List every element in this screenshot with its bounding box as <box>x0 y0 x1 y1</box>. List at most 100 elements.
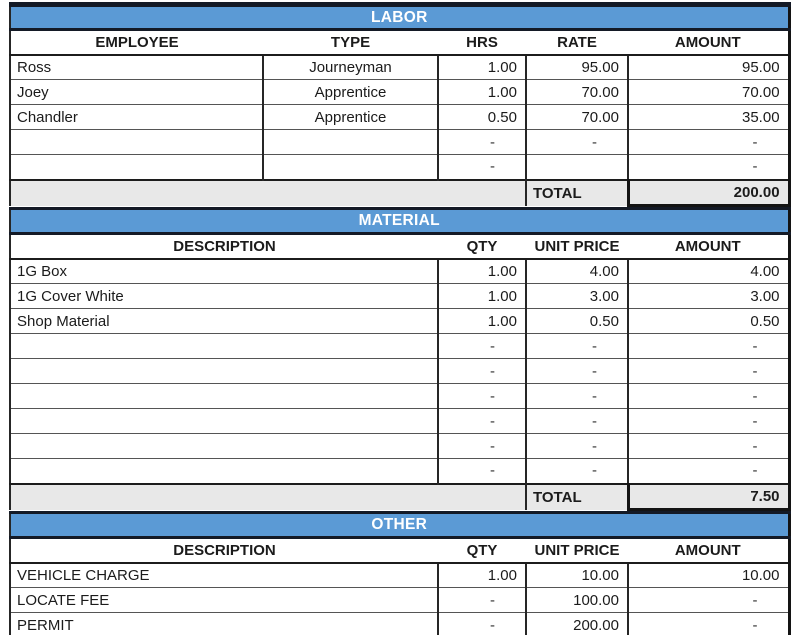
cell-rate: 95.00 <box>525 54 628 80</box>
cell-hrs: 1.00 <box>437 79 526 105</box>
cell-employee: Chandler <box>10 104 263 130</box>
column-header-amount: AMOUNT <box>628 537 789 564</box>
cell-employee: Ross <box>10 54 263 80</box>
cell-amount: 0.50 <box>626 308 790 334</box>
cell-description <box>10 383 438 409</box>
material-row: --- <box>10 333 790 359</box>
labor-total-row: TOTAL 200.00 <box>10 178 791 207</box>
column-header-hrs: HRS <box>438 29 526 56</box>
other-table: OTHER DESCRIPTION QTY UNIT PRICE AMOUNT VEHIC… <box>9 511 791 635</box>
cell-unit-price: - <box>525 333 628 359</box>
cell-qty: - <box>437 587 526 613</box>
material-total-label: TOTAL <box>525 482 628 510</box>
cell-unit-price: 0.50 <box>525 308 628 334</box>
cell-qty: - <box>437 383 526 409</box>
cell-amount: - <box>626 383 790 409</box>
column-header-qty: QTY <box>438 537 526 564</box>
total-spacer <box>10 482 526 510</box>
other-row: LOCATE FEE -100.00- <box>10 587 789 613</box>
cell-description: PERMIT <box>10 612 438 635</box>
material-row: 1G Box 1.00 4.00 4.00 <box>10 258 790 284</box>
estimate-sheet: LABOR EMPLOYEE TYPE HRS RATE AMOUNT Ross Journe… <box>9 2 791 635</box>
cell-amount: - <box>626 333 790 359</box>
cell-amount: - <box>626 433 790 459</box>
column-header-amount: AMOUNT <box>628 29 790 56</box>
cell-amount: - <box>626 408 790 434</box>
cell-unit-price: 100.00 <box>525 587 628 613</box>
cell-qty: - <box>437 408 526 434</box>
other-row: PERMIT -200.00- <box>10 612 789 635</box>
cell-description <box>10 333 438 359</box>
cell-qty: - <box>437 358 526 384</box>
cell-unit-price: 3.00 <box>525 283 628 309</box>
cell-amount: 3.00 <box>626 283 790 309</box>
cell-employee <box>10 154 263 180</box>
cell-amount: 10.00 <box>627 562 789 588</box>
labor-header-row: EMPLOYEE TYPE HRS RATE AMOUNT <box>10 29 790 56</box>
cell-qty: - <box>437 612 526 635</box>
cell-unit-price: - <box>525 458 628 484</box>
cell-qty: 1.00 <box>437 308 526 334</box>
cell-unit-price: - <box>525 383 628 409</box>
cell-description: 1G Cover White <box>10 283 438 309</box>
labor-total-amount: 200.00 <box>626 178 791 207</box>
cell-unit-price: 10.00 <box>525 562 628 588</box>
labor-row: Chandler Apprentice 0.50 70.00 35.00 <box>10 104 790 130</box>
labor-row: -- <box>10 154 790 180</box>
material-row: 1G Cover White 1.00 3.00 3.00 <box>10 283 790 309</box>
cell-qty: 1.00 <box>437 258 526 284</box>
material-header-row: DESCRIPTION QTY UNIT PRICE AMOUNT <box>10 233 790 260</box>
cell-unit-price: 4.00 <box>525 258 628 284</box>
cell-type <box>262 154 438 180</box>
cell-unit-price: 200.00 <box>525 612 628 635</box>
cell-qty: 1.00 <box>437 562 526 588</box>
material-row: --- <box>10 383 790 409</box>
total-spacer <box>10 178 526 206</box>
cell-amount: 35.00 <box>626 104 790 130</box>
column-header-qty: QTY <box>438 233 526 260</box>
cell-description: VEHICLE CHARGE <box>10 562 438 588</box>
cell-amount: 4.00 <box>626 258 790 284</box>
cell-description: Shop Material <box>10 308 438 334</box>
cell-unit-price: - <box>525 358 628 384</box>
labor-row: Ross Journeyman 1.00 95.00 95.00 <box>10 54 790 80</box>
cell-description: LOCATE FEE <box>10 587 438 613</box>
cell-rate <box>525 154 628 180</box>
column-header-unit-price: UNIT PRICE <box>526 537 628 564</box>
labor-row: Joey Apprentice 1.00 70.00 70.00 <box>10 79 790 105</box>
labor-row: --- <box>10 129 790 155</box>
material-total-amount: 7.50 <box>626 482 791 511</box>
cell-amount: 70.00 <box>626 79 790 105</box>
column-header-description: DESCRIPTION <box>10 233 438 260</box>
cell-description <box>10 358 438 384</box>
column-header-amount: AMOUNT <box>628 233 790 260</box>
cell-unit-price: - <box>525 408 628 434</box>
cell-description <box>10 433 438 459</box>
section-banner-material: MATERIAL <box>10 207 790 235</box>
material-row: --- <box>10 358 790 384</box>
cell-qty: - <box>437 333 526 359</box>
cell-qty: 1.00 <box>437 283 526 309</box>
cell-amount: - <box>627 612 789 635</box>
cell-rate: 70.00 <box>525 79 628 105</box>
material-total-row: TOTAL 7.50 <box>10 482 791 511</box>
material-row: --- <box>10 408 790 434</box>
other-header-row: DESCRIPTION QTY UNIT PRICE AMOUNT <box>10 537 789 564</box>
column-header-unit-price: UNIT PRICE <box>526 233 628 260</box>
labor-total-label: TOTAL <box>525 178 628 206</box>
cell-amount: 95.00 <box>626 54 790 80</box>
cell-hrs: - <box>437 154 526 180</box>
material-table: MATERIAL DESCRIPTION QTY UNIT PRICE AMOUNT 1G… <box>9 207 791 511</box>
cell-type: Journeyman <box>262 54 438 80</box>
material-row: Shop Material 1.00 0.50 0.50 <box>10 308 790 334</box>
column-header-employee: EMPLOYEE <box>10 29 263 56</box>
cell-qty: - <box>437 433 526 459</box>
cell-unit-price: - <box>525 433 628 459</box>
cell-type: Apprentice <box>262 79 438 105</box>
cell-hrs: - <box>437 129 526 155</box>
cell-employee: Joey <box>10 79 263 105</box>
cell-hrs: 0.50 <box>437 104 526 130</box>
cell-amount: - <box>626 154 790 180</box>
cell-description <box>10 408 438 434</box>
cell-type: Apprentice <box>262 104 438 130</box>
